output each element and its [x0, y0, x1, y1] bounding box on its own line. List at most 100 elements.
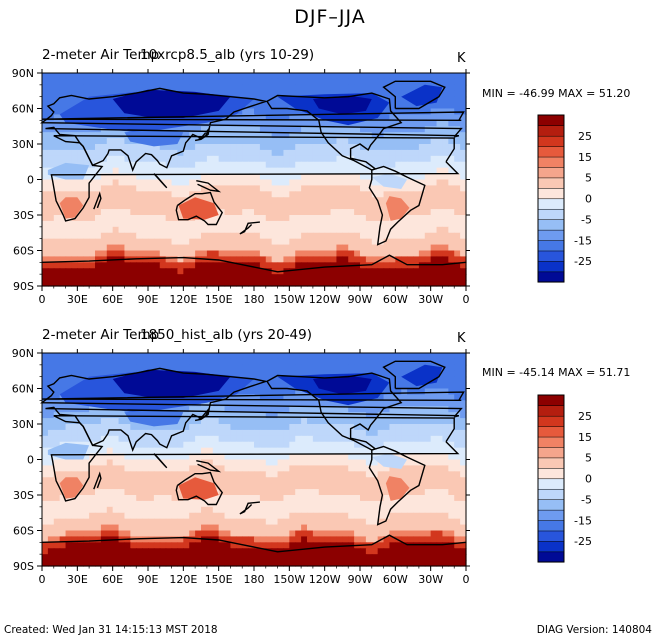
- field-cell: [153, 215, 161, 222]
- field-cell: [165, 73, 173, 80]
- field-cell: [312, 353, 320, 360]
- field-cell: [389, 364, 396, 372]
- field-cell: [148, 126, 155, 133]
- field-cell: [442, 530, 449, 538]
- field-cell: [271, 370, 279, 378]
- field-cell: [295, 459, 302, 467]
- field-cell: [83, 524, 90, 532]
- field-cell: [65, 406, 73, 413]
- field-cell: [430, 512, 438, 520]
- field-cell: [189, 238, 196, 246]
- field-cell: [413, 370, 420, 378]
- field-cell: [365, 262, 373, 269]
- field-cell: [271, 382, 279, 390]
- field-cell: [448, 524, 455, 532]
- field-cell: [112, 512, 120, 520]
- field-cell: [460, 364, 467, 372]
- field-cell: [112, 388, 120, 396]
- field-cell: [283, 96, 290, 104]
- field-cell: [342, 185, 349, 192]
- field-cell: [454, 250, 461, 258]
- field-cell: [159, 418, 167, 425]
- field-cell: [301, 376, 308, 384]
- field-cell: [307, 518, 314, 526]
- field-cell: [407, 400, 414, 407]
- field-cell: [389, 250, 396, 258]
- field-cell: [136, 179, 143, 187]
- field-cell: [195, 114, 202, 121]
- field-cell: [159, 506, 167, 514]
- field-cell: [460, 215, 467, 222]
- field-cell: [271, 268, 279, 275]
- field-cell: [312, 84, 320, 92]
- field-cell: [348, 274, 355, 281]
- field-cell: [83, 138, 90, 145]
- field-cell: [401, 406, 408, 413]
- field-cell: [418, 226, 426, 234]
- field-cell: [365, 400, 373, 407]
- field-cell: [389, 191, 396, 198]
- field-cell: [389, 524, 396, 532]
- field-cell: [71, 406, 78, 413]
- field-cell: [265, 429, 273, 437]
- field-cell: [312, 209, 320, 216]
- field-cell: [71, 197, 78, 204]
- field-cell: [377, 197, 385, 204]
- field-cell: [301, 209, 308, 216]
- field-cell: [413, 506, 420, 514]
- field-cell: [377, 489, 385, 496]
- field-cell: [442, 429, 449, 437]
- field-cell: [95, 471, 102, 478]
- field-cell: [59, 226, 67, 234]
- field-cell: [124, 524, 131, 532]
- field-cell: [106, 209, 114, 216]
- field-cell: [259, 244, 267, 252]
- field-cell: [330, 364, 338, 372]
- field-cell: [124, 477, 131, 484]
- field-cell: [301, 215, 308, 222]
- field-cell: [312, 376, 320, 384]
- field-cell: [301, 506, 308, 514]
- field-cell: [77, 418, 84, 425]
- field-cell: [77, 406, 84, 413]
- field-cell: [112, 459, 120, 467]
- field-cell: [100, 353, 108, 360]
- field-cell: [383, 191, 391, 198]
- field-cell: [271, 424, 279, 431]
- field-cell: [171, 132, 179, 139]
- field-cell: [165, 84, 173, 92]
- field-cell: [106, 465, 114, 472]
- field-cell: [230, 114, 237, 121]
- field-cell: [242, 203, 249, 210]
- field-cell: [413, 179, 420, 187]
- field-cell: [242, 412, 249, 419]
- field-cell: [89, 120, 96, 127]
- field-cell: [59, 209, 67, 216]
- field-cell: [236, 400, 243, 407]
- field-cell: [254, 126, 261, 133]
- field-cell: [112, 364, 120, 372]
- field-cell: [436, 220, 444, 228]
- field-cell: [383, 274, 391, 281]
- field-cell: [318, 483, 326, 490]
- field-cell: [83, 203, 90, 210]
- field-cell: [153, 477, 161, 484]
- field-cell: [424, 477, 432, 484]
- field-cell: [330, 370, 338, 378]
- field-cell: [342, 418, 349, 425]
- field-cell: [95, 400, 102, 407]
- field-cell: [53, 495, 61, 502]
- field-cell: [236, 489, 243, 496]
- field-cell: [201, 167, 208, 175]
- field-cell: [365, 382, 373, 390]
- field-cell: [212, 274, 220, 281]
- field-cell: [254, 500, 261, 508]
- field-cell: [460, 400, 467, 407]
- field-cell: [271, 132, 279, 139]
- field-cell: [201, 226, 208, 234]
- field-cell: [165, 144, 173, 151]
- field-cell: [289, 78, 296, 86]
- field-cell: [312, 495, 320, 502]
- field-cell: [124, 500, 131, 508]
- field-cell: [424, 126, 432, 133]
